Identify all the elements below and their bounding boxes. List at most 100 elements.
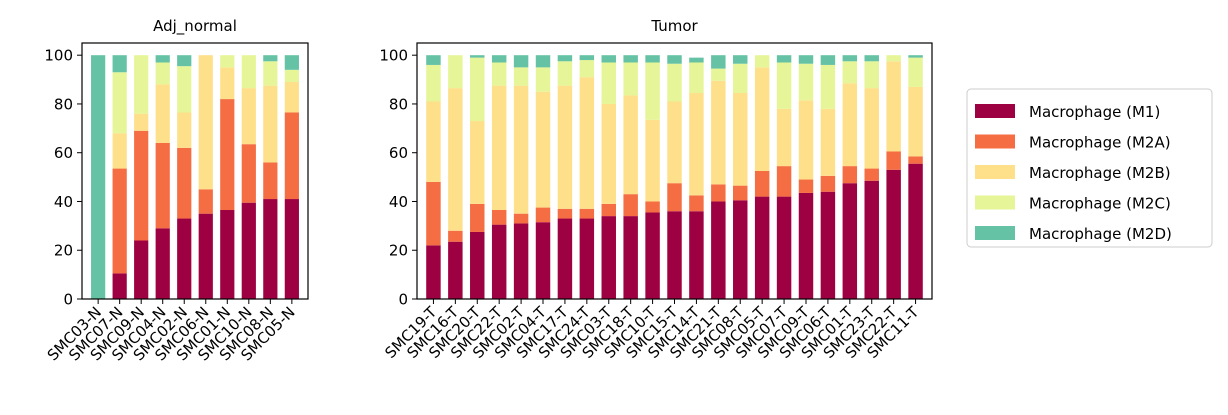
adj-normal-bar-smc07-n-s3 — [112, 72, 127, 134]
tumor-bar-smc24-t-s0 — [579, 218, 595, 299]
tumor-bar-smc04-t-s0 — [535, 222, 551, 299]
tumor-bar-smc22-t-s4 — [491, 55, 507, 63]
tumor-bar-smc08-t-s3 — [733, 63, 748, 93]
adj-normal-bar-smc08-n-s4 — [263, 55, 278, 62]
tumor-bar-smc19-t-s0 — [426, 245, 441, 299]
legend-frame — [966, 88, 1213, 248]
adj-normal-bar-smc06-n-s2 — [198, 55, 213, 190]
adj-normal-bar-smc09-n-s0 — [134, 240, 149, 299]
tumor-title: Tumor — [650, 17, 698, 35]
adj-normal-bar-smc04-n-s0 — [155, 228, 170, 299]
adj-normal-bar-smc10-n-s2 — [241, 88, 256, 145]
tumor-bar-smc08-t-s4 — [733, 55, 748, 64]
tumor-bar-smc11-t-s3 — [908, 57, 923, 87]
adj-normal-bar-smc09-n-s2 — [134, 113, 149, 131]
adj-normal-panel: Adj_normalSMC03-NSMC07-NSMC09-NSMC04-NSM… — [44, 17, 309, 364]
tumor-bar-smc10-t-s1 — [645, 201, 660, 213]
tumor-bar-smc02-t-s2 — [513, 85, 529, 214]
adj-normal-bar-smc01-n-s2 — [220, 67, 235, 100]
tumor-bar-smc15-t-s3 — [667, 63, 682, 102]
tumor-bar-smc21-t-s4 — [711, 55, 726, 69]
tumor-bar-smc18-t-s3 — [623, 62, 638, 96]
tumor-bar-smc06-t-s4 — [820, 55, 836, 65]
tumor-bar-smc10-t-s3 — [645, 62, 660, 120]
tumor-bar-smc21-t-s0 — [711, 201, 726, 299]
tumor-bar-smc19-t-s1 — [426, 181, 441, 246]
tumor-bar-smc20-t-s1 — [470, 203, 485, 232]
tumor-bar-smc22-t-s0 — [886, 169, 901, 299]
adj-normal-bar-smc05-n-s0 — [284, 199, 299, 299]
tumor-bar-smc08-t-s2 — [733, 92, 748, 186]
tumor-bar-smc22-t-s1 — [491, 210, 507, 225]
tumor-bar-smc07-t-s2 — [776, 108, 792, 167]
tumor-bar-smc24-t-s1 — [579, 208, 595, 219]
tumor-bar-smc04-t-s3 — [535, 67, 551, 92]
adj-normal-bar-smc07-n-s4 — [112, 55, 127, 73]
tumor-bar-smc06-t-s1 — [820, 175, 836, 192]
tumor-bar-smc23-t-s1 — [864, 168, 879, 181]
tumor-bar-smc20-t-s3 — [470, 57, 485, 122]
tumor-bar-smc16-t-s1 — [448, 230, 463, 242]
adj-normal-bar-smc02-n-s1 — [177, 147, 192, 219]
adj-normal-ytick-label: 100 — [44, 47, 73, 65]
adj-normal-bar-smc04-n-s1 — [155, 142, 170, 229]
adj-normal-bar-smc07-n-s0 — [112, 273, 127, 299]
legend-label: Macrophage (M2B) — [1029, 164, 1171, 182]
tumor-bar-smc01-t-s4 — [842, 55, 858, 62]
adj-normal-bar-smc04-n-s3 — [155, 62, 170, 85]
tumor-bar-smc17-t-s2 — [557, 85, 573, 209]
tumor-bar-smc09-t-s4 — [798, 55, 814, 64]
tumor-bar-smc10-t-s2 — [645, 119, 660, 202]
tumor-bar-smc20-t-s4 — [470, 55, 485, 58]
tumor-bar-smc18-t-s0 — [623, 216, 638, 299]
tumor-bar-smc01-t-s1 — [842, 166, 858, 184]
adj-normal-bar-smc02-n-s0 — [177, 218, 192, 299]
adj-normal-bar-smc10-n-s0 — [241, 202, 256, 299]
tumor-bar-smc05-t-s3 — [754, 55, 770, 68]
legend-swatch — [975, 195, 1015, 210]
adj-normal-bar-smc07-n-s2 — [112, 133, 127, 169]
adj-normal-bar-smc01-n-s1 — [220, 99, 235, 211]
tumor-bar-smc22-t-s3 — [491, 62, 507, 86]
adj-normal-bar-smc06-n-s1 — [198, 189, 213, 214]
tumor-bar-smc06-t-s3 — [820, 64, 836, 109]
adj-normal-bar-smc01-n-s0 — [220, 210, 235, 299]
tumor-bar-smc14-t-s0 — [689, 211, 704, 299]
tumor-bar-smc06-t-s0 — [820, 191, 836, 299]
adj-normal-bar-smc05-n-s4 — [284, 55, 299, 70]
tumor-bar-smc14-t-s2 — [689, 92, 704, 196]
tumor-bar-smc08-t-s0 — [733, 200, 748, 299]
legend-label: Macrophage (M1) — [1029, 103, 1160, 121]
tumor-bar-smc22-t-s1 — [886, 151, 901, 170]
tumor-bar-smc24-t-s2 — [579, 77, 595, 209]
chart-legend: Macrophage (M1) Macrophage (M2A) Macrophag… — [966, 88, 1213, 248]
tumor-bar-smc09-t-s3 — [798, 63, 814, 101]
tumor-bar-smc03-t-s3 — [601, 62, 616, 104]
tumor-bar-smc16-t-s3 — [448, 55, 463, 89]
tumor-ytick-label: 0 — [398, 291, 408, 309]
tumor-bar-smc05-t-s2 — [754, 67, 770, 171]
tumor-bar-smc20-t-s0 — [470, 231, 485, 299]
tumor-bar-smc19-t-s2 — [426, 101, 441, 182]
tumor-bar-smc03-t-s0 — [601, 216, 616, 299]
adj-normal-bar-smc05-n-s3 — [284, 69, 299, 83]
tumor-bar-smc02-t-s4 — [513, 55, 529, 68]
tumor-bar-smc01-t-s0 — [842, 183, 858, 299]
adj-normal-bar-smc08-n-s1 — [263, 162, 278, 200]
tumor-bar-smc05-t-s1 — [754, 171, 770, 197]
tumor-bar-smc03-t-s1 — [601, 203, 616, 217]
adj-normal-axes-frame — [81, 42, 309, 300]
tumor-bar-smc19-t-s3 — [426, 64, 441, 102]
adj-normal-bar-smc10-n-s1 — [241, 144, 256, 203]
tumor-bar-smc15-t-s2 — [667, 101, 682, 184]
legend-swatch — [975, 165, 1015, 179]
tumor-bar-smc17-t-s3 — [557, 61, 573, 86]
adj-normal-bar-smc02-n-s3 — [177, 66, 192, 113]
adj-normal-ytick-label: 0 — [63, 291, 73, 309]
adj-normal-bar-smc02-n-s2 — [177, 112, 192, 148]
tumor-ytick-label: 40 — [389, 193, 408, 211]
tumor-axes-frame — [416, 42, 933, 300]
tumor-bar-smc16-t-s0 — [448, 241, 463, 299]
tumor-bar-smc17-t-s4 — [557, 55, 573, 62]
tumor-bar-smc07-t-s0 — [776, 196, 792, 299]
